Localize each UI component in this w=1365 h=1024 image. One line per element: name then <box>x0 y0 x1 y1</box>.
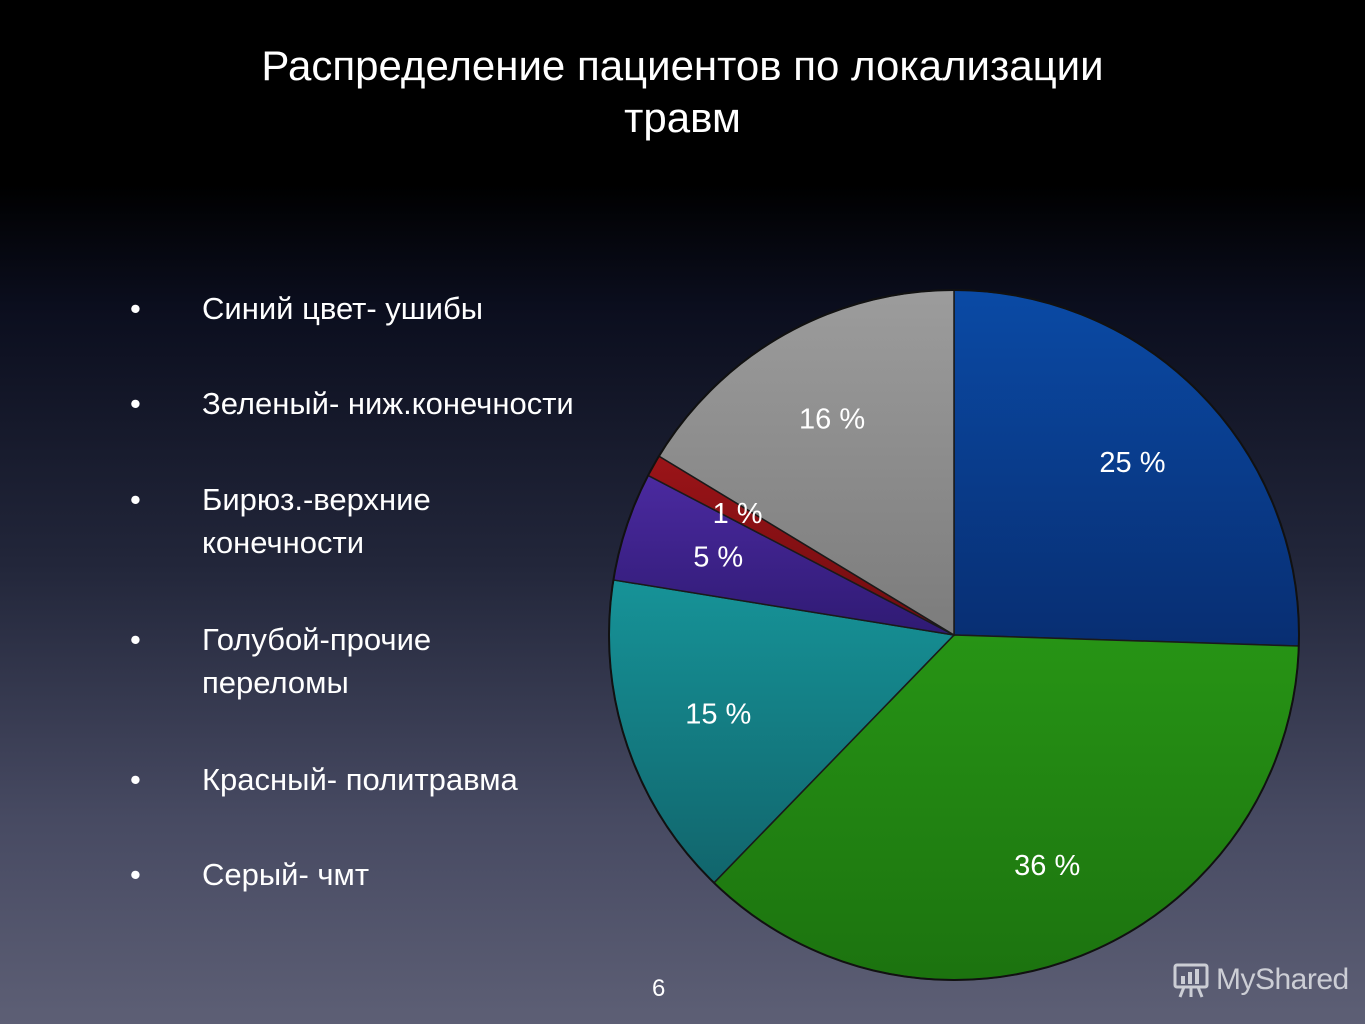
bullet-item-polytrauma: • Красный- политравма <box>130 758 650 801</box>
bullet-text: Бирюз.-верхние конечности <box>202 482 431 560</box>
bullet-marker: • <box>130 622 141 657</box>
bullet-text: Красный- политравма <box>202 762 518 797</box>
bullet-item-other-fractures: • Голубой-прочие переломы <box>130 618 530 704</box>
slide-title: Распределение пациентов по локализации т… <box>0 40 1365 144</box>
presentation-board-icon <box>1173 963 1209 998</box>
slide-title-line1: Распределение пациентов по локализации <box>261 42 1104 89</box>
bullet-text: Зеленый- ниж.конечности <box>202 386 574 421</box>
bullet-marker: • <box>130 857 141 892</box>
pie-slice-label: 36 % <box>1014 850 1080 882</box>
slide-title-line2: травм <box>624 94 741 141</box>
bullet-marker: • <box>130 482 141 517</box>
pie-slice-label: 16 % <box>799 404 865 436</box>
bullet-text: Голубой-прочие переломы <box>202 622 432 700</box>
bullet-item-lower-limbs: • Зеленый- ниж.конечности <box>130 382 690 425</box>
pie-slices <box>608 289 1300 981</box>
bullet-item-bruises: • Синий цвет- ушибы <box>130 287 650 330</box>
watermark-logo: MyShared <box>1172 958 1349 1002</box>
pie-slice-label: 15 % <box>685 698 751 730</box>
pie-labels: 25 % 36 % 15 % 5 % 1 % 16 % <box>685 404 1165 883</box>
page-number: 6 <box>652 975 666 1002</box>
bullet-text: Синий цвет- ушибы <box>202 291 484 326</box>
watermark-text: MyShared <box>1216 963 1349 996</box>
bullet-item-upper-limbs: • Бирюз.-верхние конечности <box>130 478 530 564</box>
pie-slice-label: 5 % <box>693 542 743 574</box>
pie-slice-label: 1 % <box>713 498 763 530</box>
bullet-marker: • <box>130 762 141 797</box>
bullet-item-tbi: • Серый- чмт <box>130 853 650 896</box>
bullet-marker: • <box>130 291 141 326</box>
pie-slice-label: 25 % <box>1099 447 1165 479</box>
pie-outline <box>608 289 1300 981</box>
bullet-marker: • <box>130 386 141 421</box>
bullet-text: Серый- чмт <box>202 857 370 892</box>
